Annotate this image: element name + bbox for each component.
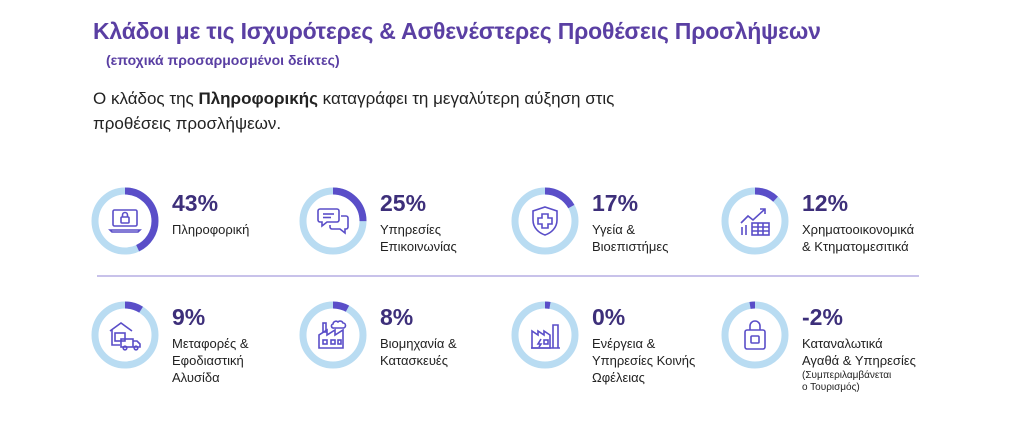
laptop-lock-icon xyxy=(108,209,142,233)
sector-value: 12% xyxy=(802,190,849,216)
ring-arc xyxy=(299,301,367,369)
sector-value: 17% xyxy=(592,190,639,216)
label-line: Υπηρεσίες Κοινής xyxy=(592,353,696,368)
ring-arc xyxy=(721,301,789,369)
factory-icon xyxy=(318,320,347,349)
row-divider xyxy=(97,275,919,277)
sector-consumer-goods: -2% Καταναλωτικά Αγαθά & Υπηρεσίες (Συμπε… xyxy=(720,300,960,404)
ring-arc xyxy=(511,301,579,369)
energy-plant-icon xyxy=(531,324,560,349)
lead-text: Ο κλάδος της Πληροφορικής καταγράφει τη … xyxy=(93,86,693,136)
sector-label: Υγεία & Βιοεπιστήμες xyxy=(592,221,668,255)
page-subtitle: (εποχικά προσαρμοσμένοι δείκτες) xyxy=(106,52,340,68)
donut-ring xyxy=(511,187,579,255)
sector-label: Βιομηχανία & Κατασκευές xyxy=(380,335,457,369)
donut-ring xyxy=(511,301,579,369)
label-line: Κατασκευές xyxy=(380,353,448,368)
sector-label: Ενέργεια & Υπηρεσίες Κοινής Ωφέλειας xyxy=(592,335,695,386)
donut-ring xyxy=(299,301,367,369)
bar-chart-icon xyxy=(740,208,770,236)
lead-text-highlight: Πληροφορικής xyxy=(198,89,318,108)
label-line: Επικοινωνίας xyxy=(380,239,457,254)
label-line: Υγεία & xyxy=(592,222,636,237)
sector-health: 17% Υγεία & Βιοεπιστήμες xyxy=(510,186,700,286)
sector-value: 8% xyxy=(380,304,414,330)
donut-ring xyxy=(721,187,789,255)
donut-ring xyxy=(91,301,159,369)
sector-value: 25% xyxy=(380,190,427,216)
sector-energy: 0% Ενέργεια & Υπηρεσίες Κοινής Ωφέλειας xyxy=(510,300,710,400)
lead-text-start: Ο κλάδος της xyxy=(93,89,199,108)
sector-label: Υπηρεσίες Επικοινωνίας xyxy=(380,221,457,255)
label-line: Χρηματοοικονομικά xyxy=(802,222,915,237)
lead-text-end: καταγράφει τη μεγαλύτερη αύξηση στις προ… xyxy=(93,89,615,133)
ring-arc xyxy=(299,187,367,255)
sector-value: 43% xyxy=(172,190,219,216)
sector-label: Καταναλωτικά Αγαθά & Υπηρεσίες xyxy=(802,335,916,369)
label-line: Εφοδιαστική xyxy=(172,353,244,368)
label-line: Ενέργεια & xyxy=(592,336,656,351)
label-line: & Κτηματομεσιτικά xyxy=(802,239,909,254)
sector-communications: 25% Υπηρεσίες Επικοινωνίας xyxy=(298,186,498,286)
page-title: Κλάδοι με τις Ισχυρότερες & Ασθενέστερες… xyxy=(93,18,821,44)
note-line: (Συμπεριλαμβάνεται xyxy=(802,370,892,381)
label-line: Ωφέλειας xyxy=(592,370,645,385)
sector-value: -2% xyxy=(802,304,843,330)
donut-ring xyxy=(91,187,159,255)
ring-arc xyxy=(91,301,159,369)
ring-arc xyxy=(91,187,159,255)
sector-logistics: 9% Μεταφορές & Εφοδιαστική Αλυσίδα xyxy=(90,300,280,400)
sector-note: (Συμπεριλαμβάνεται ο Τουρισμός) xyxy=(802,370,891,394)
sector-industry: 8% Βιομηχανία & Κατασκευές xyxy=(298,300,498,400)
warehouse-truck-icon xyxy=(109,322,141,351)
shield-cross-icon xyxy=(532,206,558,236)
label-line: Βιοεπιστήμες xyxy=(592,239,669,254)
label-line: Βιομηχανία & xyxy=(380,336,457,351)
sector-value: 0% xyxy=(592,304,626,330)
shopping-bag-icon xyxy=(744,320,766,350)
label-line: Καταναλωτικά xyxy=(802,336,883,351)
label-line: Μεταφορές & xyxy=(172,336,249,351)
donut-ring xyxy=(721,301,789,369)
sector-value: 9% xyxy=(172,304,206,330)
ring-arc xyxy=(511,187,579,255)
label-line: Υπηρεσίες xyxy=(380,222,442,237)
donut-ring xyxy=(299,187,367,255)
sector-label: Χρηματοοικονομικά & Κτηματομεσιτικά xyxy=(802,221,914,255)
sector-label: Πληροφορική xyxy=(172,221,249,238)
sector-it: 43% Πληροφορική xyxy=(90,186,280,286)
ring-arc xyxy=(721,187,789,255)
chat-bubbles-icon xyxy=(317,208,349,235)
label-line: Αγαθά & Υπηρεσίες xyxy=(802,353,916,368)
label-line: Αλυσίδα xyxy=(172,370,220,385)
label-line: Πληροφορική xyxy=(172,222,250,237)
note-line: ο Τουρισμός) xyxy=(802,382,860,393)
sector-finance: 12% Χρηματοοικονομικά & Κτηματομεσιτικά xyxy=(720,186,950,286)
sector-label: Μεταφορές & Εφοδιαστική Αλυσίδα xyxy=(172,335,249,386)
